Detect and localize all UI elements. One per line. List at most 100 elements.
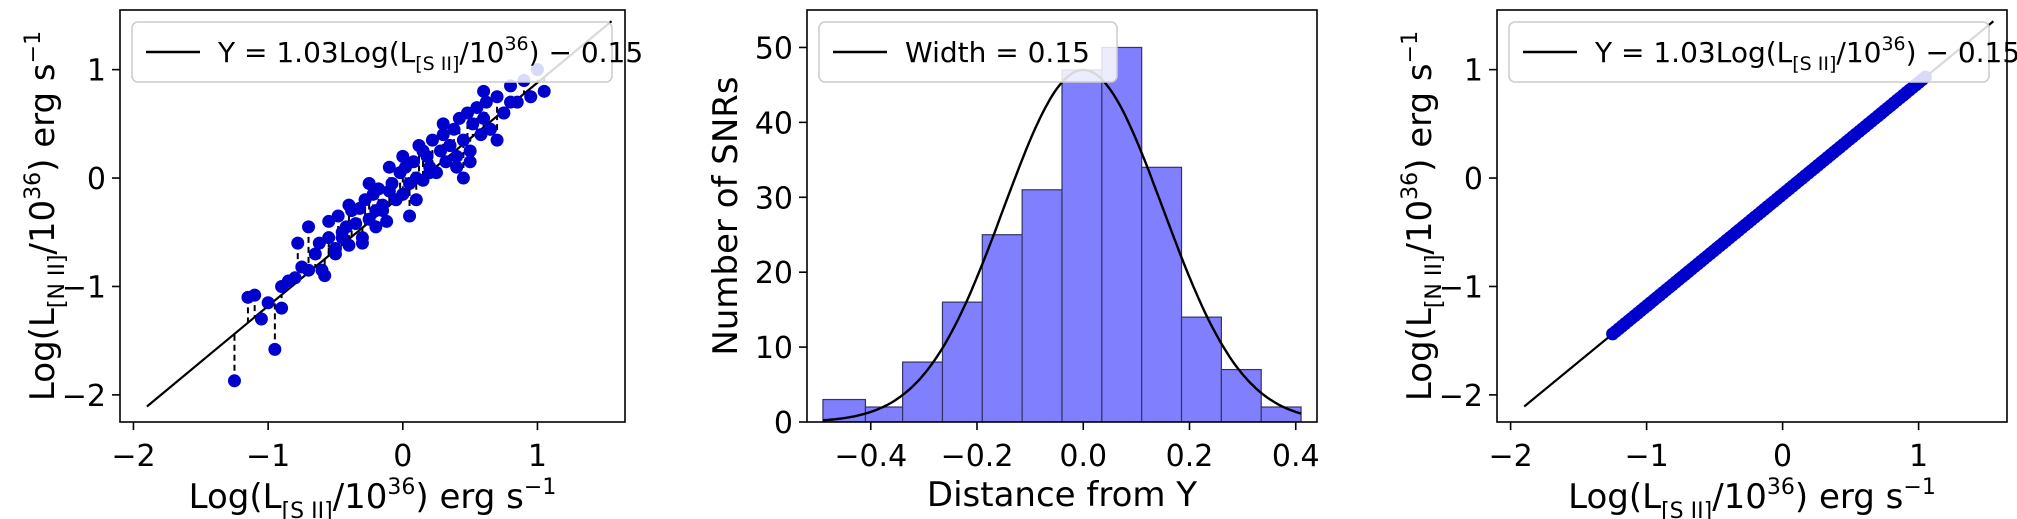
data-point — [537, 84, 551, 98]
legend-entry: Width = 0.15 — [905, 36, 1090, 69]
legend-box — [818, 21, 1118, 83]
data-point — [380, 214, 394, 228]
x-tick-label: −2 — [1488, 439, 1532, 474]
data-point — [474, 128, 488, 142]
middle-plot-area — [822, 46, 1302, 422]
left-legend: Y = 1.03Log(L[S II]/1036) − 0.15 — [131, 21, 643, 83]
data-point — [409, 193, 423, 207]
left-plot-area — [146, 20, 613, 408]
histogram-bar — [1021, 189, 1063, 422]
data-point — [460, 106, 474, 120]
data-point — [369, 220, 383, 234]
right-legend: Y = 1.03Log(L[S II]/1036) − 0.15 — [1508, 21, 2017, 83]
histogram-bar — [1061, 69, 1103, 422]
data-point — [342, 198, 356, 212]
y-tick-label: 0 — [1464, 162, 1483, 197]
x-tick-label: −1 — [246, 439, 290, 474]
data-point — [396, 187, 410, 201]
data-point — [248, 288, 262, 302]
histogram-bar — [1141, 166, 1183, 422]
data-point — [322, 214, 336, 228]
y-tick-label: 0 — [87, 162, 106, 197]
y-axis-label: Log(L[N II]/1036) erg s−1 — [1398, 31, 1447, 401]
data-point — [450, 160, 464, 174]
data-point — [416, 144, 430, 158]
histogram-bar — [981, 234, 1023, 422]
x-tick-label: −2 — [111, 439, 155, 474]
data-point — [483, 122, 497, 136]
data-point — [450, 149, 464, 163]
x-tick-label: 0 — [1773, 439, 1792, 474]
data-point — [504, 95, 518, 109]
histogram-bar — [1220, 368, 1262, 422]
data-point — [463, 155, 477, 169]
data-point — [439, 155, 453, 169]
middle-panel: −0.4 −0.2 0.0 0.2 0.4 0 10 20 30 40 50 Distance fro… — [706, 9, 1320, 515]
x-tick-label: 0.4 — [1272, 439, 1320, 474]
data-point — [434, 144, 448, 158]
right-plot-area — [1523, 20, 1995, 408]
right-axes-frame — [1496, 9, 2008, 423]
data-point — [443, 139, 457, 153]
data-point — [407, 155, 421, 169]
data-point — [456, 133, 470, 147]
y-tick-label: 50 — [755, 31, 793, 66]
x-axis-label: Distance from Y — [927, 475, 1197, 515]
data-point — [355, 236, 369, 250]
y-tick-label: −2 — [1439, 379, 1483, 414]
data-point — [403, 209, 417, 223]
data-point — [497, 106, 511, 120]
data-point — [466, 117, 480, 131]
data-point — [288, 271, 302, 285]
data-point — [376, 204, 390, 218]
y-tick-label: 40 — [755, 106, 793, 141]
data-point — [308, 247, 322, 261]
data-point — [261, 296, 275, 310]
data-point — [463, 144, 477, 158]
legend-box — [1508, 21, 1990, 83]
y-tick-label: 10 — [755, 331, 793, 366]
data-point — [275, 301, 289, 315]
x-tick-label: 0.2 — [1166, 439, 1214, 474]
data-point — [479, 95, 493, 109]
y-tick-label: 30 — [755, 181, 793, 216]
data-point — [268, 342, 282, 356]
x-tick-label: 0 — [393, 439, 412, 474]
data-point — [436, 128, 450, 142]
data-point — [322, 231, 336, 245]
x-tick-label: 1 — [1909, 439, 1928, 474]
left-axes-frame — [119, 9, 626, 423]
x-tick-label: −1 — [1624, 439, 1668, 474]
histogram-bar — [864, 406, 904, 422]
histogram-bar — [902, 361, 944, 422]
data-point — [312, 236, 326, 250]
x-axis-label: Log(L[S II]/1036) erg s−1 — [189, 475, 557, 519]
x-tick-label: 0.0 — [1059, 439, 1107, 474]
data-point — [524, 90, 538, 104]
y-axis-label: Log(L[N II]/1036) erg s−1 — [21, 31, 70, 401]
data-point — [425, 133, 439, 147]
data-point — [477, 111, 491, 125]
data-point — [362, 176, 376, 190]
data-point — [291, 236, 305, 250]
y-tick-label: −1 — [62, 270, 106, 305]
data-point — [315, 263, 329, 277]
data-point — [423, 166, 437, 180]
data-point — [254, 312, 268, 326]
data-point — [447, 122, 461, 136]
data-point — [372, 182, 386, 196]
x-tick-label: 1 — [528, 439, 547, 474]
y-tick-label: 1 — [1464, 54, 1483, 89]
data-point — [302, 220, 316, 234]
y-tick-label: 1 — [87, 54, 106, 89]
histogram-bar — [941, 301, 983, 422]
data-point — [302, 263, 316, 277]
data-point — [490, 90, 504, 104]
legend-box — [131, 21, 613, 83]
middle-legend: Width = 0.15 — [818, 21, 1118, 83]
middle-axes-frame — [806, 9, 1318, 423]
y-axis-label: Number of SNRs — [706, 76, 746, 355]
data-point — [227, 374, 241, 388]
